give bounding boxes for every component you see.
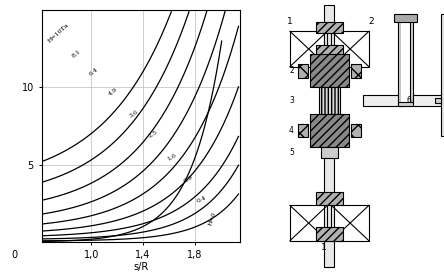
Bar	[331, 205, 369, 241]
Bar	[309, 114, 349, 147]
Text: 3: 3	[289, 96, 294, 105]
Text: 3,6: 3,6	[128, 109, 139, 118]
Bar	[441, 14, 444, 136]
Text: 0,9: 0,9	[182, 174, 194, 183]
Text: 1: 1	[321, 243, 326, 252]
Bar	[309, 54, 349, 87]
Text: 5: 5	[289, 148, 294, 157]
Text: 6,4: 6,4	[88, 66, 99, 77]
Bar	[316, 192, 343, 205]
Bar	[363, 95, 404, 106]
Bar	[435, 98, 441, 103]
Text: 0: 0	[12, 250, 18, 260]
Bar	[394, 14, 417, 22]
Bar	[351, 124, 361, 137]
Text: 2: 2	[289, 66, 294, 75]
Bar	[316, 227, 343, 241]
Bar	[325, 5, 334, 267]
Bar	[351, 64, 361, 78]
Bar	[290, 205, 327, 241]
Bar	[397, 14, 400, 106]
Bar	[316, 45, 343, 64]
Bar	[298, 64, 308, 78]
Bar	[318, 87, 340, 114]
Bar	[298, 124, 308, 137]
Text: 4: 4	[289, 126, 294, 135]
Bar	[290, 31, 327, 67]
Text: 2,5: 2,5	[148, 129, 159, 138]
X-axis label: s/R: s/R	[133, 262, 149, 272]
Text: 8,1: 8,1	[70, 48, 81, 58]
Text: 1,6: 1,6	[166, 152, 177, 162]
Bar	[331, 31, 369, 67]
Bar	[400, 14, 410, 106]
Bar	[413, 95, 443, 106]
Text: 6: 6	[406, 96, 411, 105]
Text: H=0: H=0	[208, 211, 217, 227]
Bar	[321, 147, 338, 158]
Text: H=10Tа: H=10Tа	[48, 22, 71, 44]
Text: 4,9: 4,9	[107, 87, 119, 97]
Text: 0,4: 0,4	[195, 194, 206, 203]
Text: 1: 1	[287, 17, 293, 26]
Bar	[316, 22, 343, 33]
Bar	[397, 102, 413, 106]
Bar	[410, 14, 413, 106]
Text: 2: 2	[368, 17, 374, 26]
